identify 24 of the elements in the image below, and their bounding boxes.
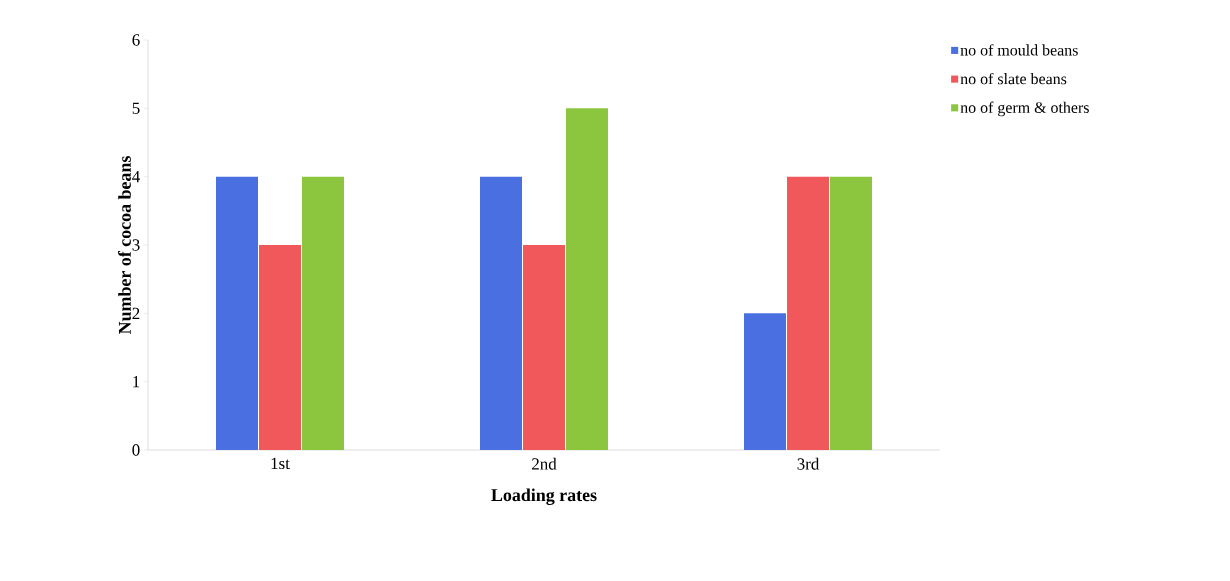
- bar: [259, 245, 301, 450]
- bar: [216, 176, 258, 450]
- y-tick-label: 5: [132, 102, 140, 114]
- bar: [523, 245, 565, 450]
- bar: [744, 313, 787, 450]
- x-axis-title: Loading rates: [491, 488, 597, 505]
- y-tick-label: 3: [132, 239, 140, 251]
- x-tick-label: 2nd: [532, 457, 557, 470]
- bar: [302, 176, 344, 450]
- bar: [830, 176, 873, 450]
- legend-label: no of mould beans: [960, 44, 1078, 56]
- y-tick-label: 6: [132, 34, 140, 46]
- y-tick-label: 1: [133, 376, 140, 388]
- x-tick-label: 1st: [271, 457, 290, 470]
- legend-label: no of germ & others: [960, 101, 1089, 117]
- y-axis-title: Number of cocoa beans: [118, 156, 131, 335]
- bar: [787, 176, 830, 450]
- bar: [480, 176, 522, 450]
- y-tick-label: 4: [132, 171, 140, 183]
- y-tick-label: 0: [132, 444, 140, 456]
- x-tick-label: 3rd: [797, 457, 820, 470]
- y-tick-label: 2: [132, 307, 140, 319]
- legend-label: no of slate beans: [960, 72, 1067, 85]
- bar: [566, 108, 608, 450]
